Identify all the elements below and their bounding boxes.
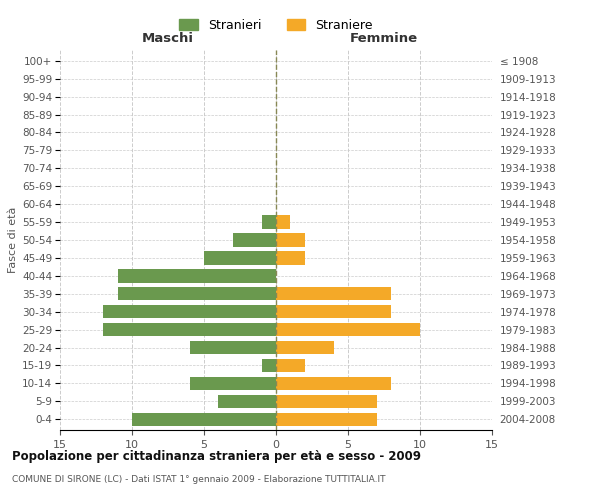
Text: Popolazione per cittadinanza straniera per età e sesso - 2009: Popolazione per cittadinanza straniera p… [12, 450, 421, 463]
Bar [103, 323, 276, 336]
Bar [103, 305, 276, 318]
Bar [118, 269, 276, 282]
Bar [276, 287, 391, 300]
Bar [262, 359, 276, 372]
Bar [262, 216, 276, 229]
Bar [276, 305, 391, 318]
Bar [276, 216, 290, 229]
Bar [276, 394, 377, 408]
Bar [276, 251, 305, 264]
Bar [276, 234, 305, 246]
Bar [276, 376, 391, 390]
Bar [132, 412, 276, 426]
Bar [190, 341, 276, 354]
Bar [276, 412, 377, 426]
Text: Maschi: Maschi [142, 32, 194, 44]
Bar [204, 251, 276, 264]
Bar [276, 341, 334, 354]
Bar [118, 287, 276, 300]
Bar [190, 376, 276, 390]
Text: Femmine: Femmine [350, 32, 418, 44]
Text: COMUNE DI SIRONE (LC) - Dati ISTAT 1° gennaio 2009 - Elaborazione TUTTITALIA.IT: COMUNE DI SIRONE (LC) - Dati ISTAT 1° ge… [12, 475, 386, 484]
Y-axis label: Fasce di età: Fasce di età [8, 207, 18, 273]
Legend: Stranieri, Straniere: Stranieri, Straniere [174, 14, 378, 37]
Bar [276, 323, 420, 336]
Bar [276, 359, 305, 372]
Bar [218, 394, 276, 408]
Bar [233, 234, 276, 246]
